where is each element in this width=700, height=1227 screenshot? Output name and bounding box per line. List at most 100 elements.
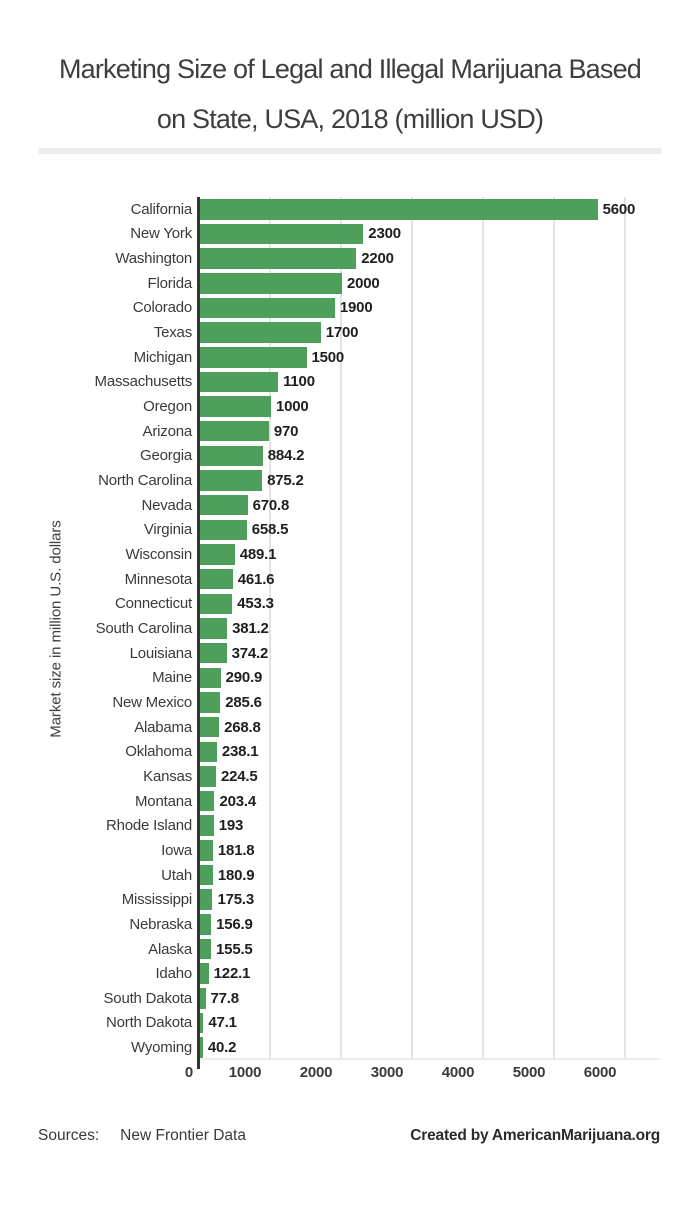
state-label: Arizona xyxy=(142,422,193,440)
state-label: Michigan xyxy=(133,348,193,366)
value-label: 2000 xyxy=(347,274,380,292)
x-tick-6000: 6000 xyxy=(583,1064,617,1081)
plot-area: California 5600 New York 2300 Washington 2200… xyxy=(0,197,700,1081)
value-label: 155.5 xyxy=(216,940,253,958)
state-label: Oklahoma xyxy=(125,743,192,761)
bar xyxy=(200,494,248,516)
value-label: 2200 xyxy=(361,250,394,268)
state-label: Minnesota xyxy=(124,570,193,588)
bar-row: Florida 2000 xyxy=(0,271,700,296)
value-label: 1700 xyxy=(325,324,359,342)
state-label: North Carolina xyxy=(98,472,192,490)
value-label: 884.2 xyxy=(267,447,305,465)
value-label: 1900 xyxy=(339,299,373,317)
bar xyxy=(200,396,271,417)
bar-row: Utah 180.9 xyxy=(0,863,700,888)
bar-rows: California 5600 New York 2300 Washington 2200… xyxy=(0,197,700,1060)
bar-row: Alabama 268.8 xyxy=(0,715,700,740)
value-label: 461.6 xyxy=(237,570,275,588)
chart-title-line2: on State, USA, 2018 (million USD) xyxy=(156,104,544,134)
chart-title: Marketing Size of Legal and Illegal Mari… xyxy=(0,44,700,144)
state-label: Massachusetts xyxy=(94,373,193,391)
bar-row: Idaho 122.1 xyxy=(0,961,700,986)
value-label: 203.4 xyxy=(219,792,256,810)
bar xyxy=(200,642,227,664)
bar xyxy=(200,1012,204,1034)
bar-row: New Mexico 285.6 xyxy=(0,690,700,715)
bar-row: Mississippi 175.3 xyxy=(0,887,700,912)
state-label: South Carolina xyxy=(95,619,193,637)
bar-row: South Dakota 77.8 xyxy=(0,986,700,1011)
bar-row: Texas 1700 xyxy=(0,320,700,345)
bar xyxy=(200,988,206,1009)
bar xyxy=(200,519,247,541)
plot-bottom-border xyxy=(199,1058,660,1060)
bar xyxy=(200,938,212,960)
state-label: Mississippi xyxy=(121,891,193,909)
bar xyxy=(200,692,221,713)
bar xyxy=(200,420,269,442)
state-label: California xyxy=(130,200,193,218)
value-label: 875.2 xyxy=(267,472,304,490)
gridline-4000 xyxy=(482,197,484,1060)
bar-row: Nevada 670.8 xyxy=(0,493,700,518)
bar xyxy=(200,223,364,245)
bar xyxy=(200,889,213,910)
bar xyxy=(200,297,335,319)
state-label: Wyoming xyxy=(131,1039,192,1057)
gridline-5000 xyxy=(553,197,555,1060)
bar xyxy=(200,347,307,368)
x-tick-5000: 5000 xyxy=(512,1064,546,1081)
gridline-3000 xyxy=(411,197,413,1060)
bar xyxy=(200,790,215,812)
bar xyxy=(200,667,221,689)
state-label: Montana xyxy=(135,792,192,810)
state-label: Georgia xyxy=(140,447,192,465)
bar xyxy=(200,273,342,294)
bar-row: Rhode Island 193 xyxy=(0,813,700,838)
sources: Sources: New Frontier Data xyxy=(38,1127,246,1145)
bar xyxy=(200,963,209,984)
bar-row: Oregon 1000 xyxy=(0,394,700,419)
state-label: New York xyxy=(130,225,192,243)
gridline-6000 xyxy=(624,197,626,1060)
bar-row: Massachusetts 1100 xyxy=(0,370,700,395)
state-label: North Dakota xyxy=(106,1014,192,1032)
bar-row: Maine 290.9 xyxy=(0,665,700,690)
state-label: Iowa xyxy=(161,841,192,859)
value-label: 970 xyxy=(273,422,299,440)
bar-row: Alaska 155.5 xyxy=(0,937,700,962)
state-label: Colorado xyxy=(132,299,192,317)
state-label: Idaho xyxy=(155,965,192,983)
title-divider xyxy=(38,148,662,154)
value-label: 2300 xyxy=(368,225,401,243)
bar xyxy=(200,864,213,886)
bar-row: Michigan 1500 xyxy=(0,345,700,370)
bar-row: Nebraska 156.9 xyxy=(0,912,700,937)
chart-footer: Sources: New Frontier Data Created by Ame… xyxy=(0,1127,700,1149)
bar-row: Wyoming 40.2 xyxy=(0,1035,700,1060)
bar xyxy=(200,248,357,269)
sources-label: Sources: xyxy=(38,1127,100,1144)
bar xyxy=(200,716,220,738)
bar-row: Arizona 970 xyxy=(0,419,700,444)
bar-row: North Dakota 47.1 xyxy=(0,1011,700,1036)
bar xyxy=(200,371,279,393)
value-label: 1000 xyxy=(276,398,309,416)
value-label: 374.2 xyxy=(231,644,269,662)
bar xyxy=(200,445,263,467)
state-label: Rhode Island xyxy=(106,817,192,835)
state-label: Utah xyxy=(161,866,192,884)
bar-row: New York 2300 xyxy=(0,222,700,247)
bar xyxy=(200,766,216,787)
bar xyxy=(200,544,235,565)
bar-row: Colorado 1900 xyxy=(0,296,700,321)
bar-row: Washington 2200 xyxy=(0,246,700,271)
bar xyxy=(200,840,213,861)
state-label: New Mexico xyxy=(112,693,192,711)
value-label: 47.1 xyxy=(208,1014,237,1032)
value-label: 670.8 xyxy=(252,496,290,514)
value-label: 175.3 xyxy=(217,891,254,909)
state-label: Florida xyxy=(147,274,193,292)
value-label: 5600 xyxy=(602,200,636,218)
